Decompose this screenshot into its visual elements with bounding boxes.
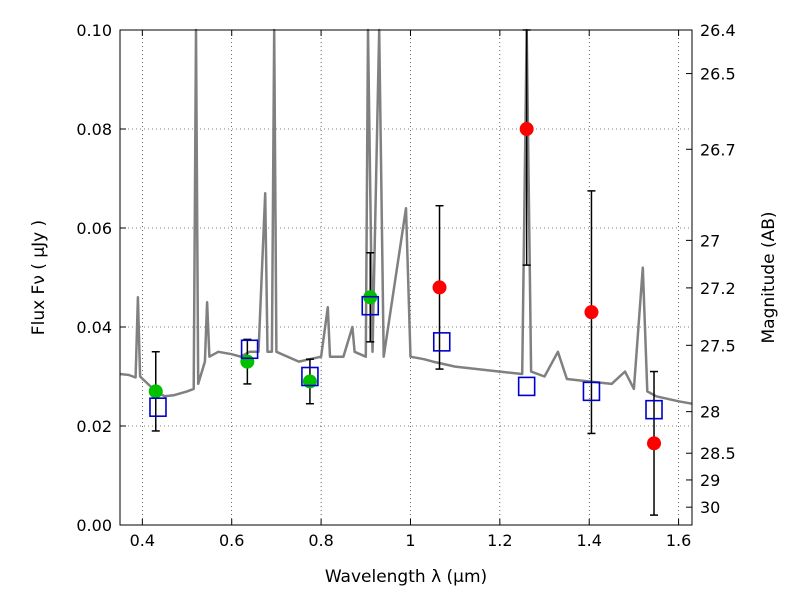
y-tick-label: 0.02: [76, 417, 112, 436]
right-tick-label: 26.5: [700, 65, 736, 84]
model-square: [645, 399, 663, 420]
axis-ticks: 0.4 0.6 0.8 1 1.2 1.4 1.6 0.00 0.02 0.04 0.06 0.08 0…: [76, 21, 735, 550]
model-square: [361, 295, 380, 316]
model-spectrum: [119, 28, 693, 405]
right-tick-label: 29: [700, 471, 720, 490]
right-tick-label: 28: [700, 403, 720, 422]
model-square: [301, 366, 319, 387]
right-y-axis-title: Magnitude (AB): [759, 211, 779, 343]
y-tick-label: 0.04: [76, 318, 112, 337]
x-axis-title: Wavelength λ (μm): [325, 567, 487, 587]
error-bars: [151, 29, 659, 516]
data-point: [148, 384, 163, 399]
y-tick-label: 0.00: [76, 516, 112, 535]
right-tick-label: 30: [700, 498, 720, 517]
x-tick-label: 0.4: [130, 531, 155, 550]
spectrum-line: [119, 28, 693, 405]
x-tick-label: 1: [405, 531, 415, 550]
data-point: [432, 280, 447, 295]
right-tick-label: 26.7: [700, 140, 736, 159]
model-square: [240, 339, 259, 360]
plot-frame: [119, 29, 693, 526]
x-tick-label: 1.4: [576, 531, 601, 550]
model-square: [432, 332, 451, 352]
grid-lines: [120, 29, 692, 526]
model-square: [149, 397, 167, 417]
right-tick-label: 28.5: [700, 444, 736, 463]
right-tick-label: 26.4: [700, 21, 736, 40]
data-point: [240, 354, 255, 369]
y-axis-title: Flux Fν ( μJy ): [29, 220, 49, 335]
x-tick-label: 0.6: [219, 531, 244, 550]
right-tick-label: 27.5: [700, 336, 736, 355]
model-square: [582, 381, 601, 402]
y-tick-label: 0.10: [76, 21, 112, 40]
model-square: [517, 376, 536, 397]
data-markers: [148, 122, 663, 451]
data-point: [584, 305, 599, 320]
x-tick-label: 0.8: [308, 531, 333, 550]
data-point: [302, 374, 317, 389]
data-point: [647, 436, 662, 451]
x-tick-label: 1.2: [487, 531, 512, 550]
data-point: [519, 122, 534, 136]
right-tick-label: 27: [700, 231, 720, 250]
y-tick-label: 0.06: [76, 219, 112, 238]
x-tick-label: 1.6: [666, 531, 691, 550]
y-tick-label: 0.08: [76, 120, 112, 139]
right-tick-label: 27.2: [700, 279, 736, 298]
